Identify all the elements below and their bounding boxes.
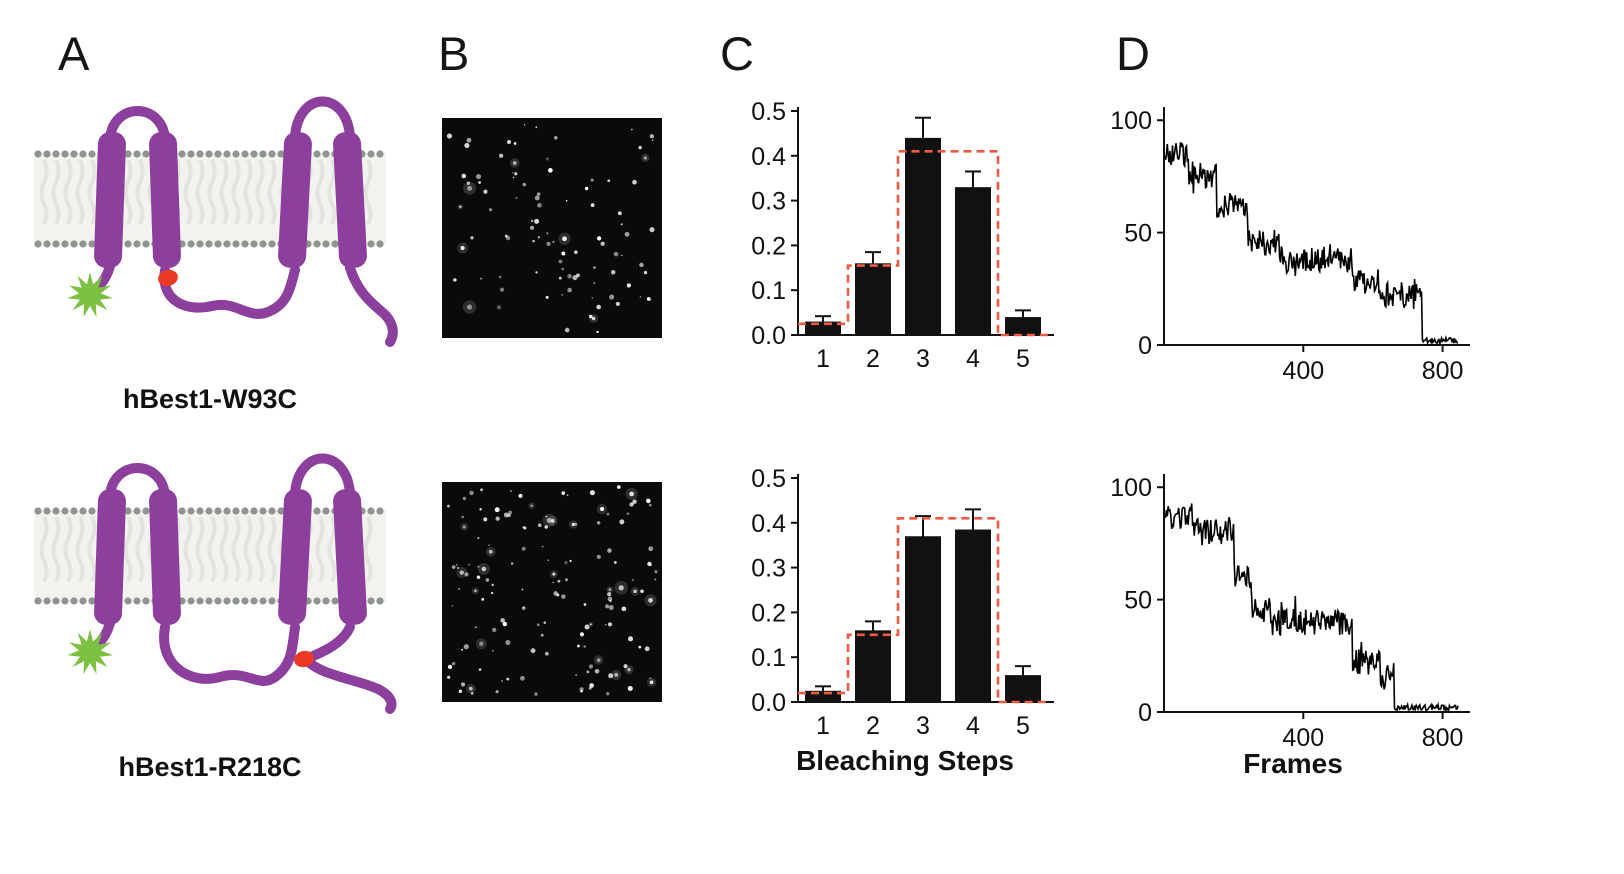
panel-label-c: C [720, 27, 754, 80]
svg-text:100: 100 [1110, 107, 1152, 135]
svg-text:5: 5 [1016, 712, 1030, 740]
svg-text:3: 3 [916, 712, 930, 740]
svg-text:4: 4 [966, 712, 980, 740]
svg-text:2: 2 [866, 345, 880, 373]
svg-text:0.4: 0.4 [751, 143, 786, 171]
panel-label-b: B [438, 27, 470, 80]
photobleaching-trace-r218c: 0 50 100 400 800 [1110, 474, 1470, 752]
photobleaching-trace-w93c: 0 50 100 400 800 [1110, 107, 1470, 385]
svg-text:400: 400 [1282, 357, 1324, 385]
svg-text:0.1: 0.1 [751, 644, 786, 672]
svg-text:400: 400 [1282, 724, 1324, 752]
membrane-topology-diagram-w93c [34, 96, 398, 347]
svg-text:0.5: 0.5 [751, 465, 786, 493]
bleaching-step-histogram-r218c: 0.0 0.1 0.2 0.3 0.4 0.5 1 2 3 4 5 [751, 465, 1054, 740]
fluorescence-micrograph-r218c [442, 482, 662, 702]
x-axis-title-frames: Frames [1243, 748, 1343, 779]
svg-text:1: 1 [816, 712, 830, 740]
construct-label-w93c: hBest1-W93C [122, 384, 298, 414]
svg-text:0.1: 0.1 [751, 277, 786, 305]
svg-text:0.3: 0.3 [751, 188, 786, 216]
svg-text:50: 50 [1124, 587, 1152, 615]
svg-text:0.4: 0.4 [751, 510, 786, 538]
svg-text:100: 100 [1110, 474, 1152, 502]
svg-text:0.2: 0.2 [751, 232, 786, 260]
svg-text:0.0: 0.0 [751, 322, 786, 350]
svg-text:4: 4 [966, 345, 980, 373]
svg-text:0.3: 0.3 [751, 555, 786, 583]
svg-text:2: 2 [866, 712, 880, 740]
svg-text:800: 800 [1422, 357, 1464, 385]
fluorescence-micrograph-w93c [442, 118, 662, 338]
svg-text:1: 1 [816, 345, 830, 373]
x-axis-title-bleaching-steps: Bleaching Steps [796, 745, 1014, 776]
svg-text:5: 5 [1016, 345, 1030, 373]
panel-label-a: A [58, 27, 90, 80]
svg-text:50: 50 [1124, 220, 1152, 248]
svg-text:800: 800 [1422, 724, 1464, 752]
svg-text:0: 0 [1138, 699, 1152, 727]
svg-text:0: 0 [1138, 332, 1152, 360]
svg-text:0.0: 0.0 [751, 689, 786, 717]
membrane-topology-diagram-r218c [34, 453, 397, 714]
panel-label-d: D [1116, 27, 1150, 80]
svg-text:0.5: 0.5 [751, 98, 786, 126]
bleaching-step-histogram-w93c: 0.0 0.1 0.2 0.3 0.4 0.5 1 2 3 4 5 [751, 98, 1054, 373]
svg-text:3: 3 [916, 345, 930, 373]
svg-text:0.2: 0.2 [751, 599, 786, 627]
construct-label-r218c: hBest1-R218C [118, 752, 302, 782]
